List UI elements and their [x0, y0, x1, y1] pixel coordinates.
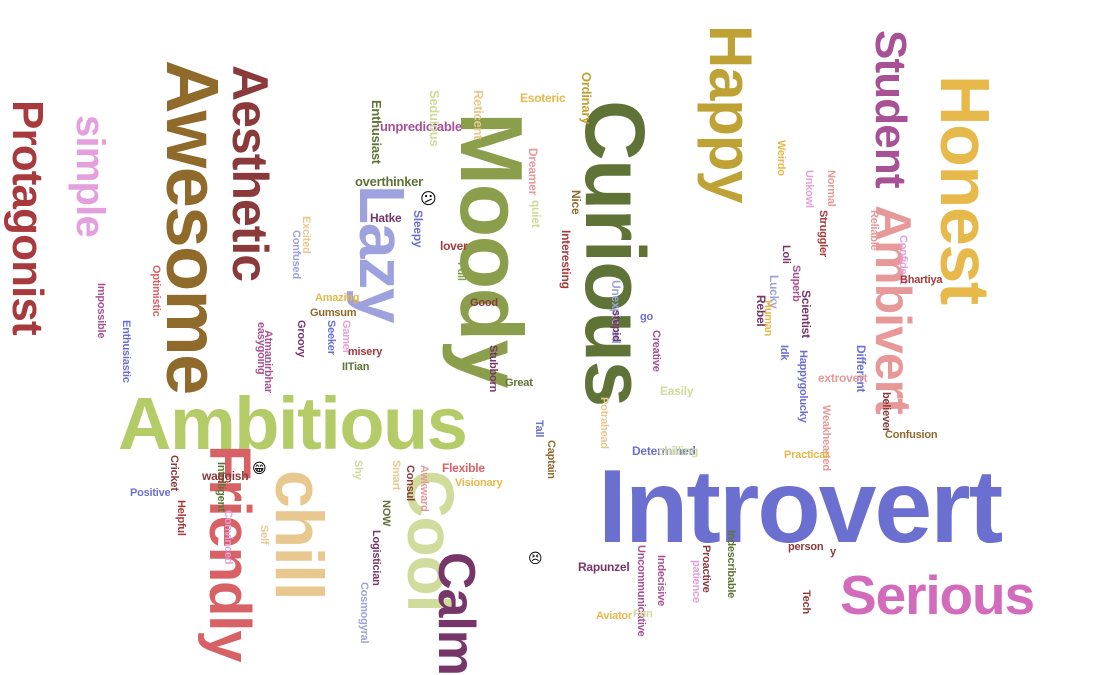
word-weirdo: Weirdo	[775, 140, 787, 176]
word-different: Different	[854, 345, 868, 393]
word-aviator: Aviator	[596, 610, 632, 622]
word-great: Great	[505, 377, 533, 389]
word-atmanirbhar: Atmanirbhar	[262, 330, 274, 393]
word-sleepy: Sleepy	[411, 210, 425, 248]
word-visionary: Visionary	[455, 477, 503, 489]
word-hatke: Hatke	[370, 211, 402, 225]
word-indescribable: Indescribable	[725, 530, 737, 599]
word-optimistic: Optimistic	[150, 265, 162, 317]
word-loli: Loli	[780, 245, 792, 264]
word-cosmogyral: Cosmogyral	[358, 582, 370, 644]
word-consul: Consul	[404, 465, 416, 501]
word-idk: Idk	[778, 345, 790, 361]
word-proactive: Proactive	[700, 545, 712, 593]
word-introvert: Introvert	[598, 449, 1003, 565]
word-smart: Smart	[390, 460, 402, 491]
word-shy: Shy	[352, 460, 364, 480]
persevering-face-icon: 😣	[528, 551, 543, 567]
word-chill: chill	[261, 470, 337, 600]
confused-face-icon: 😕	[420, 189, 437, 208]
word-struggler: Struggler	[817, 210, 829, 257]
word-curious: Curious	[568, 100, 662, 406]
word-stupid: stupid	[610, 310, 622, 342]
word-happy: Happy	[697, 25, 764, 203]
word-amazing: Amazing	[315, 292, 360, 304]
word-serious: Serious	[840, 564, 1035, 626]
word-tall: Tall	[533, 420, 545, 438]
word-scientist: Scientist	[799, 290, 813, 338]
word-determined: Determined	[632, 444, 696, 458]
word-protagonist: Protagonist	[3, 100, 52, 335]
word-impossible: Impossible	[95, 283, 107, 339]
word-awesome: Awesome	[151, 60, 234, 394]
word-seeker: Seeker	[325, 320, 337, 355]
word-unpredictable: unpredictable	[380, 119, 462, 134]
word-logistician: Logistician	[370, 530, 382, 586]
word-easily: Easily	[660, 384, 694, 398]
word-human: Human	[762, 300, 774, 337]
word-believer: believer	[880, 392, 892, 432]
word-iitian: IITian	[342, 361, 370, 373]
grinning-face-icon: 😁	[252, 461, 267, 477]
word-misery: misery	[348, 346, 383, 358]
word-happygolucky: Happygolucky	[797, 350, 809, 423]
word-ordinary: Ordinary	[579, 72, 594, 125]
word-stubborn: Stubborn	[487, 345, 499, 393]
word-sedulous: Sedulous	[427, 90, 442, 147]
word-confused: Confused	[290, 230, 302, 279]
word-waggish: waggish	[202, 469, 249, 483]
word-full: Full	[455, 262, 467, 281]
word-calm: Calm	[427, 552, 485, 675]
word-rapunzel: Rapunzel	[578, 560, 630, 574]
word-positive: Positive	[130, 487, 171, 499]
word-good: Good	[470, 297, 498, 309]
word-unkowl: Unkowl	[803, 170, 815, 208]
word-awkward: Awkward	[418, 465, 430, 512]
word-normal: Normal	[825, 170, 837, 207]
word-person: person	[788, 541, 824, 553]
word-flexible: Flexible	[442, 461, 485, 475]
word-enthusiastic: Enthusiastic	[120, 320, 132, 383]
word-extrovert: extrovert	[818, 371, 868, 385]
word-simple: simple	[68, 115, 112, 237]
word-cricket: Cricket	[168, 455, 180, 491]
word-convinced: Convinced	[222, 510, 234, 565]
word-go: go	[640, 311, 653, 323]
word-chilling: chilling	[658, 444, 699, 458]
word-lover: lover	[440, 239, 468, 253]
word-helpful: Helpful	[175, 500, 187, 536]
word-student: Student	[866, 30, 915, 188]
word-aesthetic: Aesthetic	[222, 65, 278, 282]
word-reticent: Reticent	[471, 90, 486, 140]
word-gumsum: Gumsum	[310, 307, 357, 319]
word-reliable: Reliable	[868, 210, 880, 251]
word-enthusiast: Enthusiast	[369, 100, 384, 164]
word-practical: Practical	[784, 449, 828, 461]
word-groovy: Groovy	[295, 320, 307, 358]
word-esoteric: Esoteric	[520, 91, 566, 105]
word-indecisive: Indecisive	[655, 555, 667, 606]
word-y: y	[830, 546, 836, 558]
word-fun: Fun	[633, 608, 653, 620]
word-interesting: Interesting	[559, 230, 573, 289]
word-confusion: Confusion	[885, 429, 938, 441]
word-now: NOW	[380, 500, 392, 527]
word-dreamer: Dreamer	[526, 148, 540, 196]
word-nice: Nice	[569, 190, 583, 215]
word-quiet: quiet	[529, 200, 543, 228]
word-potrahead: Potrahead	[598, 397, 610, 449]
word-creative: Creative	[650, 330, 662, 372]
word-lazy: Lazy	[346, 185, 418, 323]
word-self: Self	[258, 525, 270, 545]
word-bhartiya: Bhartiya	[900, 274, 943, 286]
word-tech: Tech	[800, 590, 812, 614]
word-honest: Honest	[926, 75, 1004, 304]
word-uncommunicative: Uncommunicative	[635, 545, 647, 637]
word-captain: Captain	[545, 440, 557, 479]
word-ambitious: Ambitious	[118, 382, 468, 465]
word-overthinker: overthinker	[355, 174, 423, 189]
